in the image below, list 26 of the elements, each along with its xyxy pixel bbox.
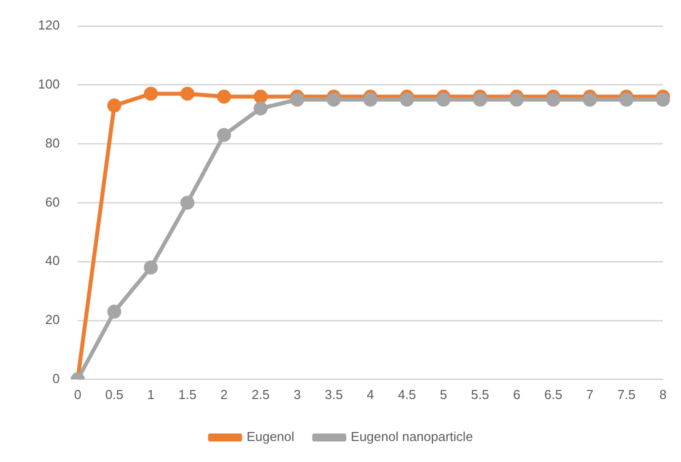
x-tick-label: 4.5: [398, 386, 416, 402]
x-tick-label: 7: [586, 386, 594, 402]
x-tick-label: 3.5: [324, 386, 343, 402]
y-tick-label: 60: [45, 194, 60, 210]
y-tick-label: 0: [52, 370, 60, 386]
legend-label: Eugenol: [246, 429, 294, 444]
x-tick-label: 1.5: [178, 386, 196, 402]
x-tick-label: 5.5: [471, 386, 490, 402]
x-tick-label: 6: [513, 386, 520, 402]
x-tick-label: 4: [366, 386, 374, 402]
x-tick-label: 6.5: [544, 386, 562, 402]
y-tick-label: 80: [45, 135, 60, 150]
x-tick-label: 1: [147, 386, 154, 402]
x-tick-label: 5: [440, 386, 448, 402]
x-tick-label: 3: [294, 386, 301, 402]
y-tick-label: 20: [45, 312, 60, 328]
x-tick-label: 2.5: [252, 386, 270, 402]
legend-label: Eugenol nanoparticle: [350, 429, 473, 444]
x-tick-label: 0.5: [105, 386, 124, 402]
y-tick-label: 100: [38, 76, 60, 92]
x-tick-label: 2: [220, 386, 228, 402]
x-tick-label: 8: [659, 386, 667, 402]
x-tick-label: 0: [74, 386, 82, 402]
x-tick-label: 7.5: [617, 386, 636, 402]
y-tick-label: 120: [38, 18, 60, 33]
y-tick-label: 40: [45, 253, 60, 268]
